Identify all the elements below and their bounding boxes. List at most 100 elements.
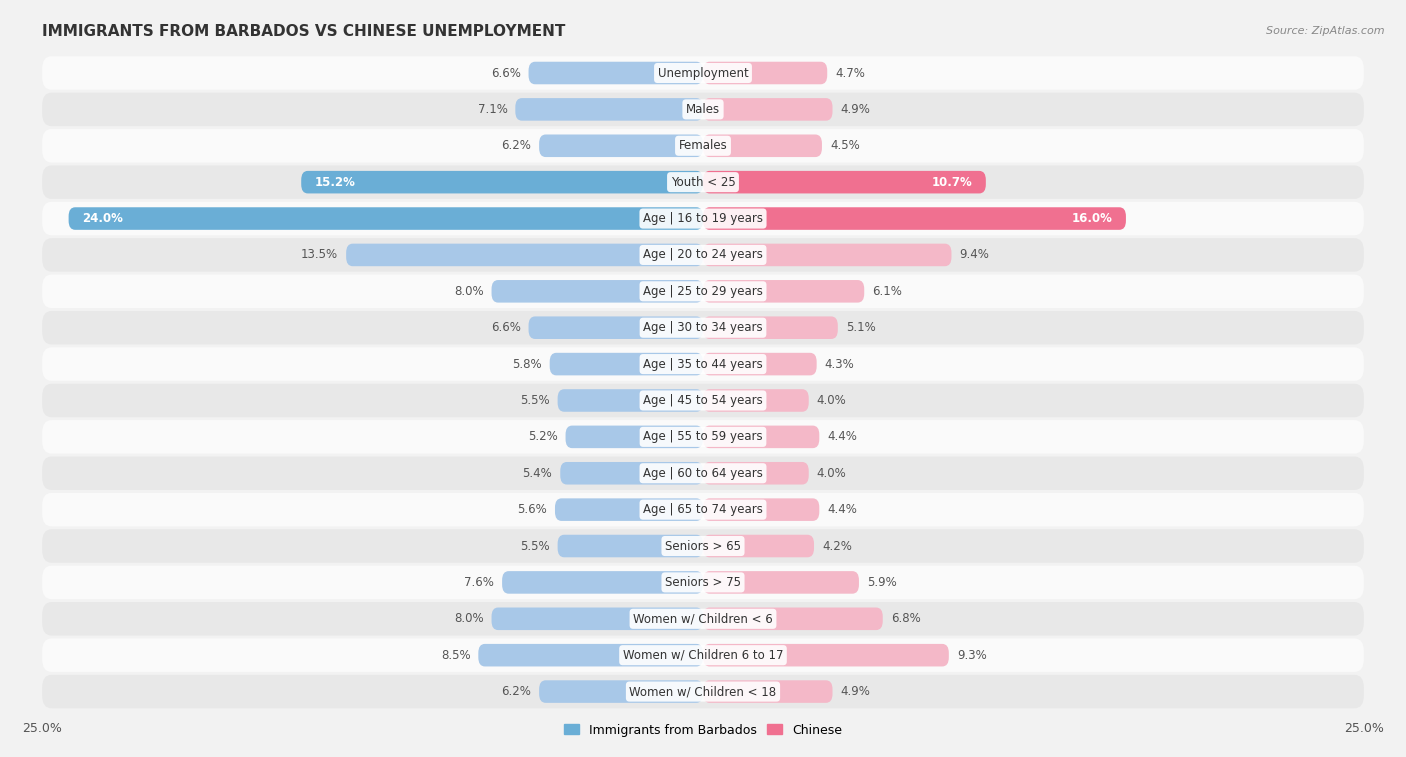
- Text: 15.2%: 15.2%: [315, 176, 356, 188]
- FancyBboxPatch shape: [42, 238, 1364, 272]
- Text: 9.4%: 9.4%: [959, 248, 990, 261]
- Text: 4.3%: 4.3%: [824, 357, 855, 371]
- FancyBboxPatch shape: [42, 166, 1364, 199]
- Text: Age | 25 to 29 years: Age | 25 to 29 years: [643, 285, 763, 298]
- Text: 4.9%: 4.9%: [841, 103, 870, 116]
- FancyBboxPatch shape: [492, 608, 703, 630]
- FancyBboxPatch shape: [555, 498, 703, 521]
- FancyBboxPatch shape: [42, 529, 1364, 562]
- Text: 6.2%: 6.2%: [502, 685, 531, 698]
- Text: 10.7%: 10.7%: [932, 176, 973, 188]
- FancyBboxPatch shape: [560, 462, 703, 484]
- Text: Women w/ Children < 18: Women w/ Children < 18: [630, 685, 776, 698]
- Text: 4.2%: 4.2%: [823, 540, 852, 553]
- FancyBboxPatch shape: [42, 565, 1364, 599]
- Text: 5.1%: 5.1%: [846, 321, 876, 334]
- FancyBboxPatch shape: [42, 92, 1364, 126]
- Text: Unemployment: Unemployment: [658, 67, 748, 79]
- Text: 4.4%: 4.4%: [827, 431, 858, 444]
- FancyBboxPatch shape: [42, 674, 1364, 709]
- FancyBboxPatch shape: [42, 311, 1364, 344]
- Text: 9.3%: 9.3%: [956, 649, 987, 662]
- Text: 4.7%: 4.7%: [835, 67, 865, 79]
- FancyBboxPatch shape: [42, 420, 1364, 453]
- FancyBboxPatch shape: [558, 534, 703, 557]
- FancyBboxPatch shape: [703, 425, 820, 448]
- Text: 8.5%: 8.5%: [440, 649, 471, 662]
- Text: Seniors > 75: Seniors > 75: [665, 576, 741, 589]
- Text: Source: ZipAtlas.com: Source: ZipAtlas.com: [1267, 26, 1385, 36]
- Text: Females: Females: [679, 139, 727, 152]
- FancyBboxPatch shape: [69, 207, 703, 230]
- Text: 4.0%: 4.0%: [817, 394, 846, 407]
- FancyBboxPatch shape: [42, 347, 1364, 381]
- FancyBboxPatch shape: [703, 571, 859, 593]
- Text: Age | 16 to 19 years: Age | 16 to 19 years: [643, 212, 763, 225]
- FancyBboxPatch shape: [42, 56, 1364, 90]
- Text: 5.2%: 5.2%: [527, 431, 558, 444]
- Text: 6.6%: 6.6%: [491, 321, 520, 334]
- Text: Seniors > 65: Seniors > 65: [665, 540, 741, 553]
- Text: Age | 20 to 24 years: Age | 20 to 24 years: [643, 248, 763, 261]
- FancyBboxPatch shape: [703, 280, 865, 303]
- Text: Males: Males: [686, 103, 720, 116]
- FancyBboxPatch shape: [703, 171, 986, 194]
- FancyBboxPatch shape: [703, 462, 808, 484]
- FancyBboxPatch shape: [42, 129, 1364, 163]
- Text: 16.0%: 16.0%: [1071, 212, 1112, 225]
- FancyBboxPatch shape: [478, 644, 703, 666]
- Text: 4.0%: 4.0%: [817, 467, 846, 480]
- Text: 5.8%: 5.8%: [512, 357, 541, 371]
- FancyBboxPatch shape: [703, 98, 832, 120]
- FancyBboxPatch shape: [301, 171, 703, 194]
- FancyBboxPatch shape: [538, 681, 703, 702]
- FancyBboxPatch shape: [558, 389, 703, 412]
- Text: 13.5%: 13.5%: [301, 248, 339, 261]
- Text: 7.6%: 7.6%: [464, 576, 494, 589]
- FancyBboxPatch shape: [703, 534, 814, 557]
- FancyBboxPatch shape: [703, 316, 838, 339]
- Text: Age | 60 to 64 years: Age | 60 to 64 years: [643, 467, 763, 480]
- Text: 8.0%: 8.0%: [454, 285, 484, 298]
- Text: Age | 65 to 74 years: Age | 65 to 74 years: [643, 503, 763, 516]
- Text: 4.4%: 4.4%: [827, 503, 858, 516]
- FancyBboxPatch shape: [502, 571, 703, 593]
- FancyBboxPatch shape: [565, 425, 703, 448]
- Text: Age | 45 to 54 years: Age | 45 to 54 years: [643, 394, 763, 407]
- FancyBboxPatch shape: [550, 353, 703, 375]
- Text: 24.0%: 24.0%: [82, 212, 122, 225]
- Text: Age | 30 to 34 years: Age | 30 to 34 years: [643, 321, 763, 334]
- Text: 6.6%: 6.6%: [491, 67, 520, 79]
- FancyBboxPatch shape: [703, 644, 949, 666]
- FancyBboxPatch shape: [346, 244, 703, 266]
- FancyBboxPatch shape: [703, 389, 808, 412]
- Text: Age | 35 to 44 years: Age | 35 to 44 years: [643, 357, 763, 371]
- FancyBboxPatch shape: [492, 280, 703, 303]
- Text: 8.0%: 8.0%: [454, 612, 484, 625]
- Text: Age | 55 to 59 years: Age | 55 to 59 years: [643, 431, 763, 444]
- Text: 6.8%: 6.8%: [890, 612, 921, 625]
- FancyBboxPatch shape: [42, 275, 1364, 308]
- FancyBboxPatch shape: [42, 202, 1364, 235]
- Legend: Immigrants from Barbados, Chinese: Immigrants from Barbados, Chinese: [560, 718, 846, 742]
- FancyBboxPatch shape: [42, 602, 1364, 636]
- Text: 5.6%: 5.6%: [517, 503, 547, 516]
- Text: Youth < 25: Youth < 25: [671, 176, 735, 188]
- FancyBboxPatch shape: [42, 456, 1364, 490]
- Text: 5.5%: 5.5%: [520, 540, 550, 553]
- FancyBboxPatch shape: [703, 244, 952, 266]
- FancyBboxPatch shape: [703, 207, 1126, 230]
- Text: 5.5%: 5.5%: [520, 394, 550, 407]
- FancyBboxPatch shape: [42, 493, 1364, 526]
- Text: 5.4%: 5.4%: [523, 467, 553, 480]
- FancyBboxPatch shape: [42, 638, 1364, 672]
- Text: 5.9%: 5.9%: [868, 576, 897, 589]
- FancyBboxPatch shape: [703, 608, 883, 630]
- FancyBboxPatch shape: [703, 681, 832, 702]
- FancyBboxPatch shape: [42, 384, 1364, 417]
- Text: 7.1%: 7.1%: [478, 103, 508, 116]
- Text: 6.1%: 6.1%: [872, 285, 903, 298]
- Text: Women w/ Children < 6: Women w/ Children < 6: [633, 612, 773, 625]
- FancyBboxPatch shape: [703, 498, 820, 521]
- Text: 6.2%: 6.2%: [502, 139, 531, 152]
